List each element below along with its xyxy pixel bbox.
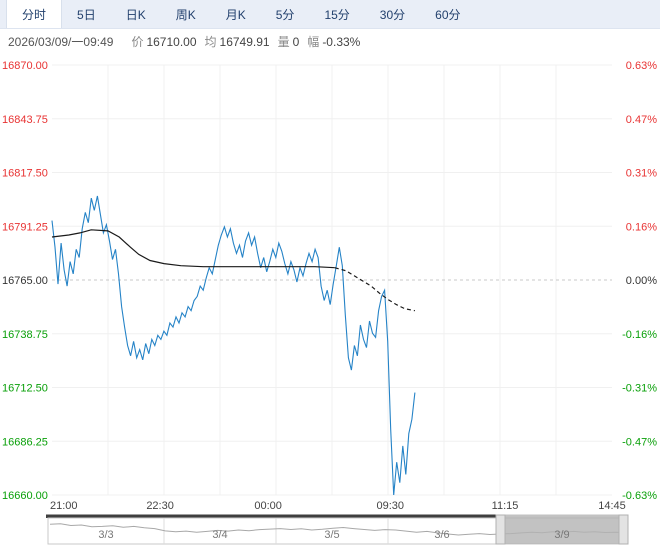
average-line	[51, 229, 335, 269]
nav-section-label[interactable]: 3/4	[212, 529, 227, 541]
y-axis-label-left: 16817.50	[2, 168, 48, 180]
status-line: 2026/03/09/一09:49 价 16710.00 均 16749.91 量 0 幅 -…	[0, 29, 660, 53]
tab-period-4[interactable]: 月K	[225, 7, 246, 22]
nav-section-label[interactable]: 3/3	[98, 529, 113, 541]
x-axis-label: 21:00	[50, 500, 78, 512]
nav-handle-right[interactable]	[618, 514, 629, 545]
x-axis-label: 22:30	[146, 500, 174, 512]
nav-handle-left[interactable]	[495, 514, 506, 545]
status-values: 价 16710.00 均 16749.91 量 0 幅 -0.33%	[123, 33, 360, 50]
status-label-3: 幅	[307, 34, 320, 49]
tab-period-8[interactable]: 60分	[435, 7, 461, 22]
y-axis-label-left: 16712.50	[2, 383, 48, 395]
nav-section-label[interactable]: 3/9	[554, 529, 569, 541]
y-axis-label-left: 16686.25	[2, 436, 48, 448]
y-axis-label-left: 16843.75	[2, 114, 48, 126]
x-axis-label: 00:00	[254, 500, 282, 512]
y-axis-label-right: 0.00%	[626, 275, 657, 287]
x-axis-label: 09:30	[376, 500, 404, 512]
nav-section-label[interactable]: 3/6	[434, 529, 449, 541]
x-axis-label: 11:15	[492, 500, 519, 512]
status-value-1: 16749.91	[219, 34, 270, 49]
y-axis-label-left: 16791.25	[2, 221, 48, 233]
x-axis-label: 14:45	[598, 500, 626, 512]
price-line	[51, 195, 416, 496]
status-value-3: -0.33%	[322, 34, 361, 49]
y-axis-label-right: -0.31%	[622, 383, 657, 395]
tab-period-5[interactable]: 5分	[275, 7, 295, 22]
y-axis-label-left: 16660.00	[2, 490, 48, 502]
y-axis-label-right: 0.47%	[626, 114, 657, 126]
average-line-recent	[334, 267, 416, 312]
status-value-2: 0	[292, 34, 300, 49]
status-value-0: 16710.00	[146, 34, 197, 49]
y-axis-label-right: -0.47%	[622, 436, 657, 448]
status-label-1: 均	[204, 34, 217, 49]
y-axis-label-right: 0.16%	[626, 221, 657, 233]
y-axis-label-left: 16765.00	[2, 275, 48, 287]
tab-period-7[interactable]: 30分	[379, 7, 406, 22]
y-axis-label-right: 0.31%	[626, 168, 657, 180]
tab-period-6[interactable]: 15分	[324, 7, 350, 22]
intraday-chart[interactable]: 16870.00 0.63% 16843.75 0.47% 16817.50 0.31% 1…	[0, 53, 660, 513]
tab-period-0[interactable]: 分时	[6, 0, 63, 28]
y-axis-label-right: -0.16%	[622, 329, 657, 341]
y-axis-label-right: 0.63%	[626, 60, 657, 72]
date-navigator[interactable]: 3/3 3/4 3/5 3/6 3/9	[0, 513, 660, 546]
tab-period-2[interactable]: 日K	[125, 7, 146, 22]
nav-range-bar[interactable]	[46, 514, 496, 519]
period-tabbar: 分时 5日 日K 周K 月K 5分 15分 30分 60分	[0, 0, 660, 29]
y-axis-label-left: 16870.00	[2, 60, 48, 72]
y-axis-label-left: 16738.75	[2, 329, 48, 341]
nav-selection[interactable]	[496, 514, 628, 545]
status-datetime: 2026/03/09/一09:49	[8, 34, 114, 49]
tab-period-1[interactable]: 5日	[77, 7, 96, 22]
nav-section-label[interactable]: 3/5	[324, 529, 339, 541]
tab-period-3[interactable]: 周K	[175, 7, 196, 22]
y-axis-label-right: -0.63%	[622, 490, 657, 502]
status-label-0: 价	[131, 34, 144, 49]
status-label-2: 量	[277, 34, 290, 49]
